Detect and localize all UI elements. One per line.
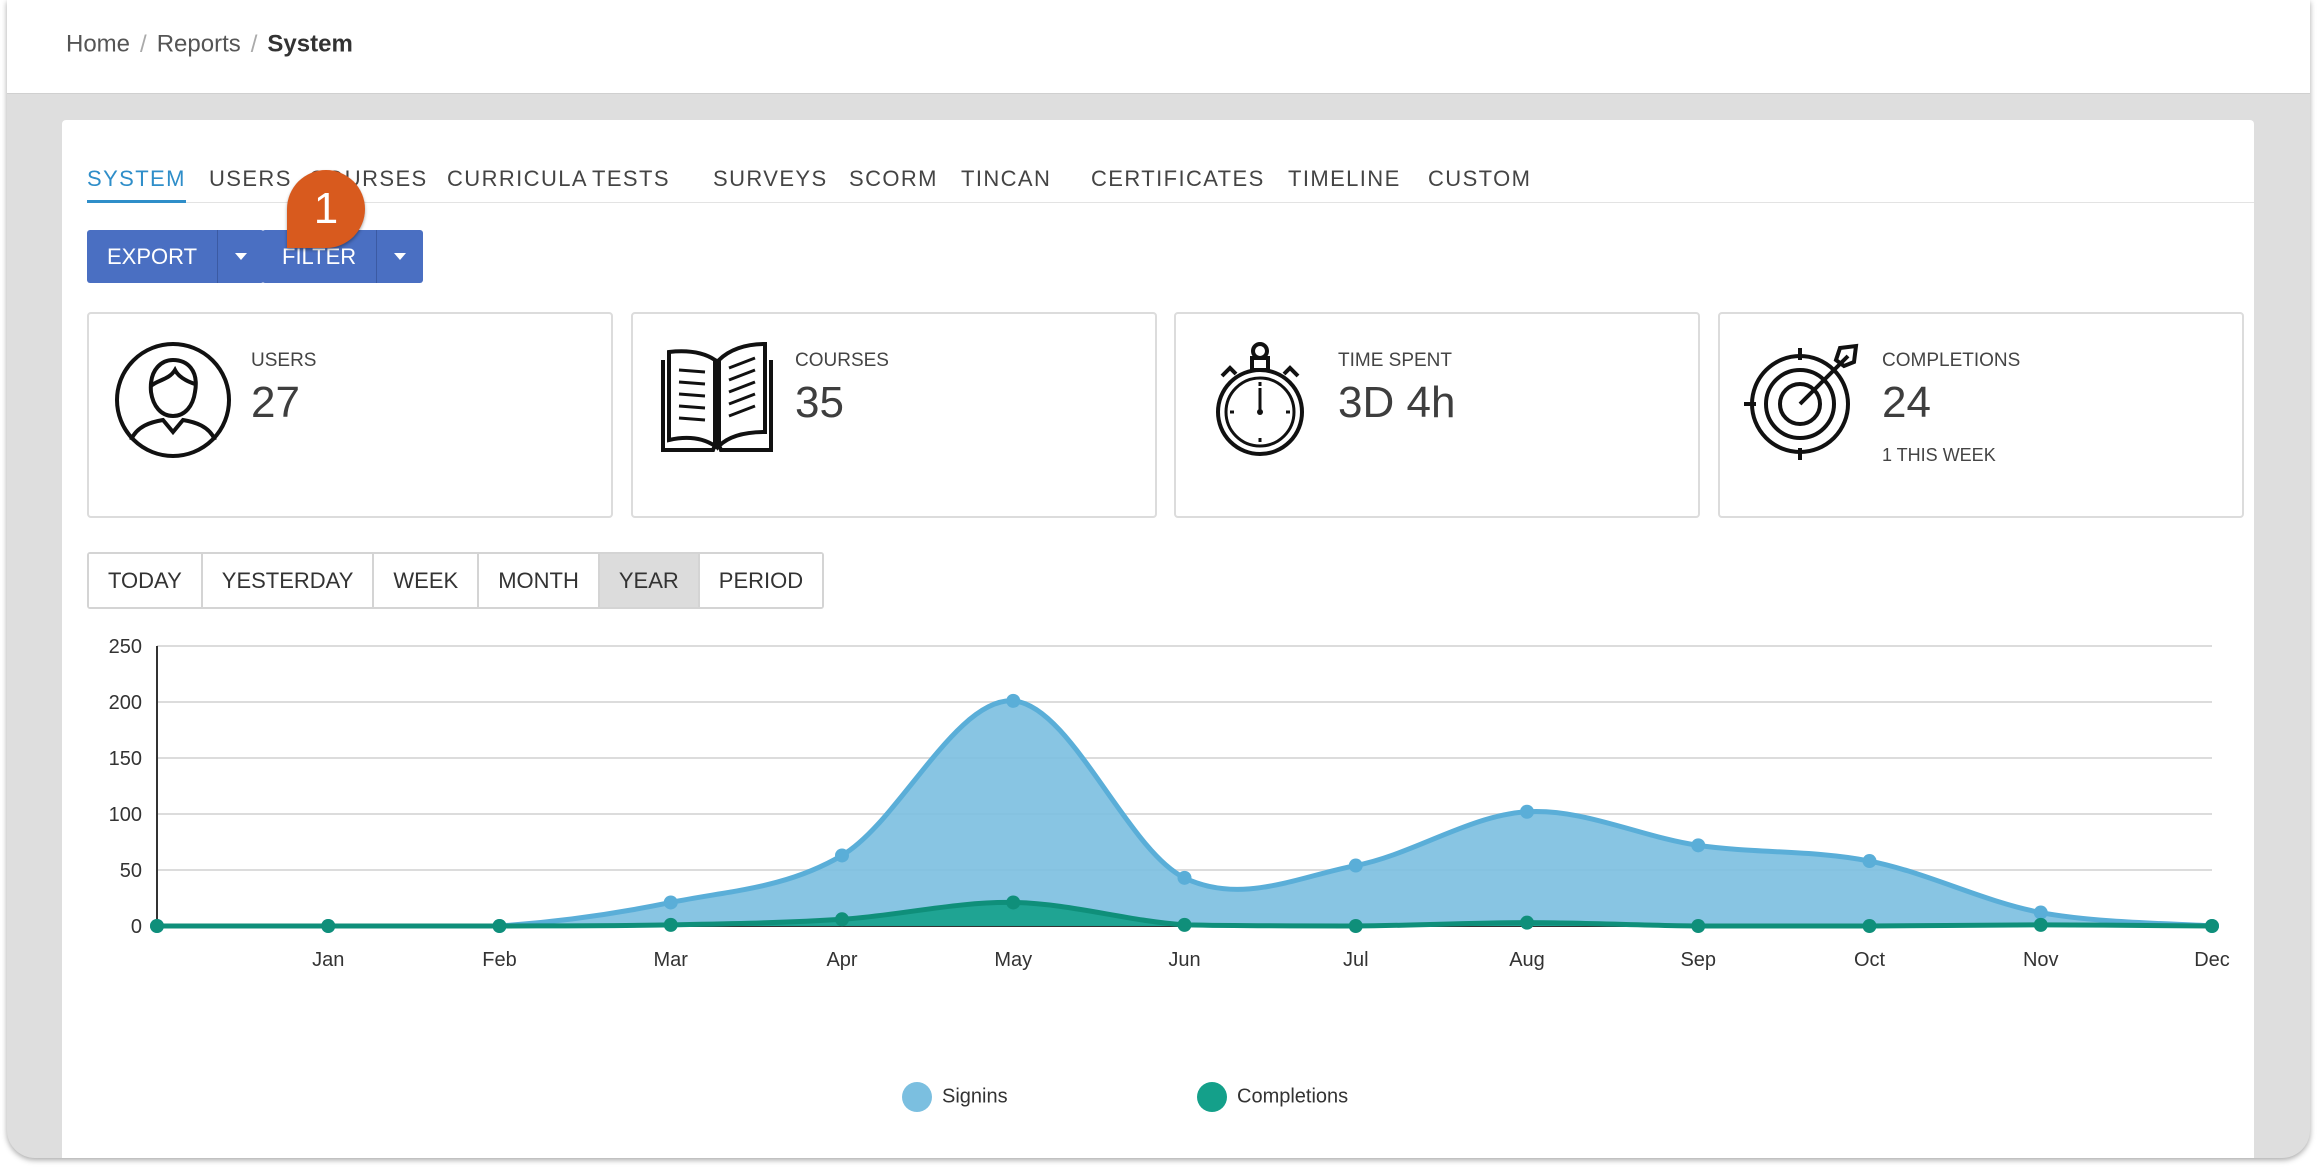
signins-point xyxy=(1348,858,1363,873)
tab-timeline[interactable]: TIMELINE xyxy=(1288,166,1401,191)
stat-card-users: USERS 27 xyxy=(87,312,613,518)
export-button[interactable]: EXPORT xyxy=(87,230,218,283)
report-tabs: SYSTEM USERS COURSES CURRICULA TESTS SUR… xyxy=(87,166,2254,203)
tab-surveys[interactable]: SURVEYS xyxy=(713,166,828,191)
breadcrumb-current: System xyxy=(267,30,353,58)
completions-point xyxy=(150,919,164,933)
completions-point xyxy=(1520,915,1534,930)
report-panel: SYSTEM USERS COURSES CURRICULA TESTS SUR… xyxy=(62,120,2254,1158)
tab-users[interactable]: USERS xyxy=(209,166,292,191)
x-tick-label: Dec xyxy=(2194,949,2230,971)
time-spent-label: TIME SPENT xyxy=(1338,350,1453,371)
completions-point xyxy=(2033,917,2048,932)
signins-point xyxy=(1691,838,1706,853)
x-tick-label: Apr xyxy=(826,949,857,971)
stopwatch-icon xyxy=(1216,342,1304,456)
target-icon xyxy=(1744,343,1859,460)
breadcrumb: Home / Reports / System xyxy=(66,30,353,58)
export-dropdown-toggle[interactable] xyxy=(217,230,265,283)
user-icon xyxy=(115,342,231,458)
breadcrumb-home[interactable]: Home xyxy=(66,30,131,58)
completions-point xyxy=(492,919,507,933)
completions-this-week: 1 THIS WEEK xyxy=(1882,445,1996,465)
tab-tests[interactable]: TESTS xyxy=(592,166,670,191)
signins-point xyxy=(1177,870,1192,885)
filter-dropdown-toggle[interactable] xyxy=(376,230,424,283)
x-tick-label: May xyxy=(994,949,1032,971)
tab-system[interactable]: SYSTEM xyxy=(87,166,186,203)
y-tick-label: 100 xyxy=(109,804,142,826)
period-today[interactable]: TODAY xyxy=(89,554,203,607)
completions-point xyxy=(835,912,849,927)
signins-point xyxy=(2033,905,2048,920)
y-tick-label: 0 xyxy=(131,916,142,938)
completions-value: 24 xyxy=(1882,378,1931,427)
completions-point xyxy=(2205,919,2219,933)
completions-point xyxy=(321,919,336,933)
top-bar: Home / Reports / System xyxy=(7,0,2310,94)
completions-point xyxy=(1862,919,1877,933)
period-yesterday[interactable]: YESTERDAY xyxy=(202,554,375,607)
completions-point xyxy=(663,917,678,932)
period-selector: TODAY YESTERDAY WEEK MONTH YEAR PERIOD xyxy=(87,552,825,609)
legend-signins[interactable]: Signins xyxy=(902,1082,1008,1112)
courses-label: COURSES xyxy=(795,350,889,371)
x-tick-label: Mar xyxy=(654,949,689,971)
y-tick-label: 50 xyxy=(120,860,142,882)
courses-value: 35 xyxy=(795,378,844,427)
signins-point xyxy=(1520,804,1534,819)
tab-certificates[interactable]: CERTIFICATES xyxy=(1091,166,1265,191)
breadcrumb-reports[interactable]: Reports xyxy=(156,30,241,58)
signins-point xyxy=(1862,854,1877,869)
completions-point xyxy=(1348,919,1363,933)
signins-area xyxy=(157,700,2212,926)
period-year[interactable]: YEAR xyxy=(599,554,700,607)
legend-completions[interactable]: Completions xyxy=(1197,1082,1348,1112)
completions-point xyxy=(1177,917,1192,932)
x-tick-label: Aug xyxy=(1509,949,1545,971)
tab-curricula[interactable]: CURRICULA xyxy=(447,166,588,191)
x-tick-label: Jan xyxy=(312,949,344,971)
x-tick-label: Oct xyxy=(1854,949,1886,971)
book-icon xyxy=(661,341,773,452)
signins-completions-chart: 0 50 100 150 200 250 Jan Feb Mar Apr May Jun Jul Aug S… xyxy=(109,636,2230,971)
period-period[interactable]: PERIOD xyxy=(699,554,823,607)
y-tick-label: 150 xyxy=(109,748,142,770)
tab-custom[interactable]: CUSTOM xyxy=(1428,166,1532,191)
x-tick-label: Jul xyxy=(1343,949,1369,971)
step-marker-number: 1 xyxy=(313,184,339,233)
users-label: USERS xyxy=(251,350,317,371)
period-week[interactable]: WEEK xyxy=(374,554,480,607)
signins-point xyxy=(663,895,678,910)
legend-signins-label: Signins xyxy=(942,1085,1008,1108)
signins-point xyxy=(835,848,849,863)
x-tick-label: Feb xyxy=(482,949,516,971)
x-tick-label: Jun xyxy=(1168,949,1200,971)
completions-point xyxy=(1691,919,1706,933)
period-month[interactable]: MONTH xyxy=(479,554,600,607)
x-tick-label: Sep xyxy=(1680,949,1716,971)
tab-tincan[interactable]: TINCAN xyxy=(961,166,1052,191)
completions-label: COMPLETIONS xyxy=(1882,350,2021,371)
y-tick-label: 200 xyxy=(109,692,142,714)
users-value: 27 xyxy=(251,378,300,427)
stat-card-time-spent: TIME SPENT 3D 4h xyxy=(1174,312,1700,518)
export-button-group: EXPORT xyxy=(87,230,265,283)
x-tick-label: Nov xyxy=(2023,949,2059,971)
signins-point xyxy=(1006,693,1021,708)
tab-scorm[interactable]: SCORM xyxy=(849,166,938,191)
app-window: Home / Reports / System SYSTEM USERS COURSES… xyxy=(7,0,2310,1158)
completions-point xyxy=(1006,895,1021,910)
legend-completions-label: Completions xyxy=(1237,1085,1349,1108)
y-tick-label: 250 xyxy=(109,636,142,658)
time-spent-value: 3D 4h xyxy=(1338,378,1456,427)
stat-card-completions: COMPLETIONS 24 1 THIS WEEK xyxy=(1718,312,2244,518)
stat-card-courses: COURSES 35 xyxy=(631,312,1157,518)
step-marker: 1 xyxy=(287,170,365,248)
